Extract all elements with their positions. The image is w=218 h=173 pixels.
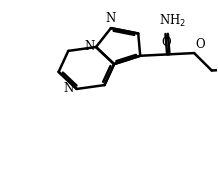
Text: NH$_2$: NH$_2$ xyxy=(159,13,186,29)
Text: O: O xyxy=(195,38,205,51)
Text: N: N xyxy=(63,83,73,95)
Text: N: N xyxy=(106,12,116,25)
Text: O: O xyxy=(162,37,172,49)
Text: N: N xyxy=(85,40,95,53)
